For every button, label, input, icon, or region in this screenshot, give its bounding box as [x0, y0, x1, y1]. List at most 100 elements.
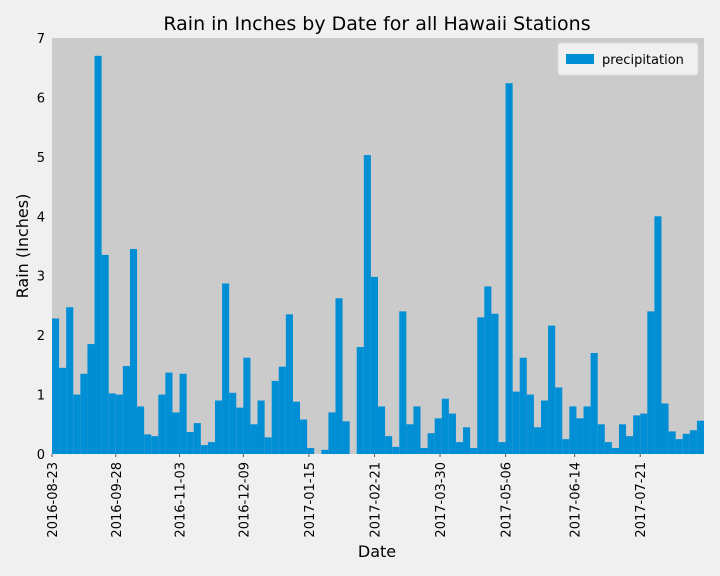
bar: [626, 436, 634, 454]
bar: [108, 393, 116, 454]
bar: [519, 357, 527, 454]
bar: [300, 419, 308, 454]
bar: [193, 423, 201, 454]
x-tick-label: 2017-06-14: [569, 462, 584, 538]
y-tick-label: 7: [37, 32, 45, 47]
bar: [172, 412, 180, 454]
bar: [633, 415, 641, 454]
bar: [115, 394, 123, 454]
bar: [392, 446, 400, 454]
bar: [342, 421, 350, 454]
bar: [682, 433, 690, 454]
bar: [236, 407, 244, 454]
y-axis-label: Rain (Inches): [13, 194, 32, 299]
bar: [73, 394, 81, 454]
bar: [285, 314, 293, 454]
bar: [406, 424, 414, 454]
bar: [533, 427, 541, 454]
bar: [137, 406, 145, 454]
bar: [597, 424, 605, 454]
legend: precipitation: [557, 42, 699, 76]
bar: [484, 286, 492, 454]
bar: [505, 83, 513, 454]
bar: [207, 442, 215, 454]
x-tick-label: 2016-09-28: [110, 462, 125, 538]
x-tick-label: 2016-12-09: [237, 462, 252, 538]
y-tick-label: 2: [37, 329, 45, 344]
bar: [328, 412, 336, 454]
bar: [165, 372, 173, 454]
bar: [555, 387, 563, 454]
bar: [491, 313, 499, 454]
bar: [604, 442, 612, 454]
bar: [463, 427, 471, 454]
bars: [52, 55, 704, 454]
bar: [498, 442, 506, 454]
bar: [215, 400, 223, 454]
bar: [526, 394, 534, 454]
bar: [335, 298, 343, 454]
bar: [640, 413, 648, 454]
x-axis-label: Date: [358, 542, 396, 561]
x-tick-label: 2017-07-21: [634, 462, 649, 538]
bar: [158, 394, 166, 454]
bar: [675, 439, 683, 454]
bar: [321, 449, 329, 454]
bar: [101, 254, 109, 454]
bar: [441, 398, 449, 454]
x-tick-label: 2017-02-21: [368, 462, 383, 538]
bar: [122, 366, 130, 454]
bar: [399, 311, 407, 454]
bar: [222, 283, 230, 454]
bar: [647, 311, 655, 454]
bar: [448, 413, 456, 454]
bar: [590, 352, 598, 454]
bar: [278, 366, 286, 454]
bar: [654, 216, 662, 454]
bar: [144, 434, 152, 454]
x-tick-label: 2016-08-23: [46, 462, 61, 538]
bar: [434, 418, 442, 454]
y-tick-label: 4: [37, 210, 45, 225]
bar: [455, 442, 464, 454]
bar: [689, 430, 697, 454]
bar: [420, 448, 428, 454]
bar: [385, 436, 393, 454]
bar: [307, 448, 315, 454]
bar: [229, 392, 237, 454]
bar: [52, 318, 60, 454]
bar: [292, 401, 301, 454]
bar: [66, 307, 74, 454]
bar: [94, 55, 102, 454]
bar: [243, 357, 251, 454]
bar: [470, 448, 478, 454]
bar: [87, 344, 95, 454]
legend-box: [557, 42, 699, 76]
bar: [548, 325, 556, 454]
x-tick-label: 2017-05-06: [500, 462, 515, 538]
bar: [264, 437, 272, 454]
bar: [129, 248, 138, 454]
y-tick-label: 6: [37, 91, 45, 106]
bar: [668, 431, 676, 454]
bar: [378, 406, 386, 454]
bar: [541, 400, 549, 454]
y-tick-label: 0: [37, 448, 45, 463]
bar: [59, 367, 67, 454]
bar: [370, 276, 378, 454]
bar: [200, 445, 208, 454]
y-tick-label: 5: [37, 151, 45, 166]
bar: [250, 424, 258, 454]
bar: [576, 418, 584, 454]
legend-swatch: [566, 54, 594, 64]
bar: [151, 436, 159, 454]
bar: [427, 433, 435, 454]
bar: [618, 424, 627, 454]
x-tick-label: 2017-03-30: [434, 462, 449, 538]
bar: [413, 406, 421, 454]
bar: [611, 448, 619, 454]
bar: [186, 432, 194, 454]
bar: [696, 420, 704, 454]
bar: [512, 391, 520, 454]
